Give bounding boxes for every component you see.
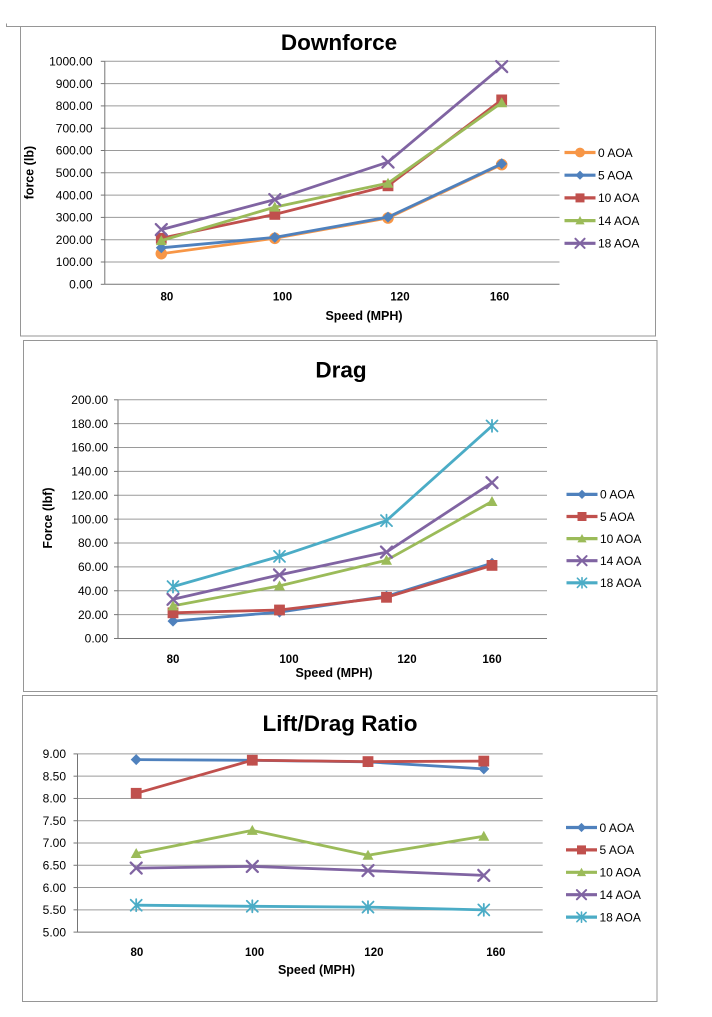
- svg-text:5.00: 5.00: [43, 925, 67, 939]
- svg-text:160.00: 160.00: [71, 441, 108, 455]
- svg-text:0 AOA: 0 AOA: [598, 146, 633, 160]
- svg-text:force (lb): force (lb): [23, 146, 37, 199]
- svg-text:Speed (MPH): Speed (MPH): [278, 963, 355, 977]
- svg-text:100: 100: [273, 292, 292, 304]
- svg-text:0.00: 0.00: [69, 278, 93, 292]
- svg-text:120.00: 120.00: [71, 488, 108, 502]
- svg-text:300.00: 300.00: [56, 211, 93, 225]
- svg-text:18 AOA: 18 AOA: [598, 237, 639, 251]
- svg-text:100.00: 100.00: [56, 255, 93, 269]
- svg-text:120: 120: [397, 654, 416, 666]
- svg-text:5 AOA: 5 AOA: [598, 169, 633, 183]
- svg-text:120: 120: [390, 292, 409, 304]
- svg-text:20.00: 20.00: [78, 608, 108, 622]
- svg-text:180.00: 180.00: [71, 417, 108, 431]
- svg-text:100: 100: [245, 947, 264, 959]
- svg-text:140.00: 140.00: [71, 465, 108, 479]
- svg-text:100: 100: [279, 654, 298, 666]
- svg-text:400.00: 400.00: [56, 188, 93, 202]
- svg-text:5 AOA: 5 AOA: [600, 843, 635, 857]
- svg-text:6.50: 6.50: [43, 858, 67, 872]
- svg-text:120: 120: [364, 947, 383, 959]
- svg-text:40.00: 40.00: [78, 584, 108, 598]
- svg-text:200.00: 200.00: [56, 233, 93, 247]
- svg-text:160: 160: [486, 947, 505, 959]
- svg-text:Drag: Drag: [315, 358, 366, 383]
- svg-text:200.00: 200.00: [71, 393, 108, 407]
- svg-text:Speed (MPH): Speed (MPH): [325, 309, 402, 323]
- svg-text:60.00: 60.00: [78, 560, 108, 574]
- svg-text:14 AOA: 14 AOA: [600, 888, 641, 902]
- svg-text:9.00: 9.00: [43, 747, 67, 761]
- svg-text:18 AOA: 18 AOA: [600, 576, 641, 590]
- svg-text:10 AOA: 10 AOA: [600, 532, 641, 546]
- svg-text:500.00: 500.00: [56, 166, 93, 180]
- svg-text:0 AOA: 0 AOA: [600, 821, 635, 835]
- svg-text:160: 160: [490, 292, 509, 304]
- svg-text:Force (lbf): Force (lbf): [41, 487, 55, 548]
- svg-text:0 AOA: 0 AOA: [600, 488, 635, 502]
- svg-text:600.00: 600.00: [56, 144, 93, 158]
- svg-text:700.00: 700.00: [56, 121, 93, 135]
- svg-text:5 AOA: 5 AOA: [600, 510, 635, 524]
- svg-text:100.00: 100.00: [71, 512, 108, 526]
- svg-text:1000.00: 1000.00: [49, 55, 93, 69]
- svg-text:Speed (MPH): Speed (MPH): [295, 666, 372, 680]
- svg-text:80.00: 80.00: [78, 536, 108, 550]
- svg-text:6.00: 6.00: [43, 881, 67, 895]
- svg-text:80: 80: [131, 947, 144, 959]
- svg-text:80: 80: [161, 292, 174, 304]
- svg-text:8.00: 8.00: [43, 792, 67, 806]
- svg-text:14 AOA: 14 AOA: [600, 554, 641, 568]
- svg-text:7.50: 7.50: [43, 814, 67, 828]
- svg-text:80: 80: [167, 654, 180, 666]
- svg-text:5.50: 5.50: [43, 903, 67, 917]
- svg-text:800.00: 800.00: [56, 99, 93, 113]
- svg-text:Lift/Drag Ratio: Lift/Drag Ratio: [263, 711, 418, 736]
- svg-text:160: 160: [482, 654, 501, 666]
- svg-text:14 AOA: 14 AOA: [598, 214, 639, 228]
- svg-text:0.00: 0.00: [85, 632, 109, 646]
- svg-text:10 AOA: 10 AOA: [598, 191, 639, 205]
- svg-text:18 AOA: 18 AOA: [600, 910, 641, 924]
- svg-text:10 AOA: 10 AOA: [600, 866, 641, 880]
- svg-text:8.50: 8.50: [43, 769, 67, 783]
- svg-text:Downforce: Downforce: [281, 30, 397, 55]
- svg-text:7.00: 7.00: [43, 836, 67, 850]
- svg-text:900.00: 900.00: [56, 77, 93, 91]
